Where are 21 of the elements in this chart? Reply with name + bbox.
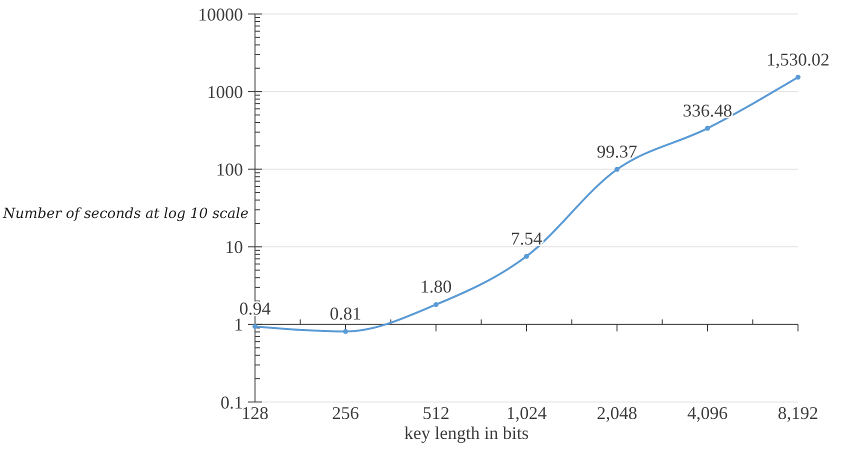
- text: 336.48: [682, 100, 732, 120]
- y-tick-label: 10000: [198, 4, 243, 24]
- text: 0.81: [330, 304, 362, 324]
- y-tick-label: 100: [216, 160, 243, 180]
- x-axis-title: key length in bits: [404, 423, 529, 443]
- y-axis-title: Number of seconds at log 10 scale: [2, 206, 248, 222]
- x-tick-label: 4,096: [687, 403, 728, 423]
- x-tick-label: 512: [422, 403, 450, 423]
- y-tick-label: 0.1: [220, 392, 243, 412]
- text: 99.37: [596, 141, 638, 162]
- x-tick-label: 256: [332, 403, 359, 423]
- y-tick-label: 1000: [207, 82, 243, 102]
- y-tick-label: 1: [234, 314, 243, 335]
- y-tick-label: 10: [225, 237, 243, 258]
- text: 1.80: [420, 276, 452, 297]
- x-tick-label: 1,024: [506, 403, 547, 423]
- text: 1,530.02: [766, 49, 830, 70]
- x-tick-label: 8,192: [778, 403, 818, 423]
- x-tick-label: 2,048: [596, 403, 638, 423]
- x-tick-label: 128: [242, 403, 268, 423]
- text: 7.54: [510, 228, 542, 248]
